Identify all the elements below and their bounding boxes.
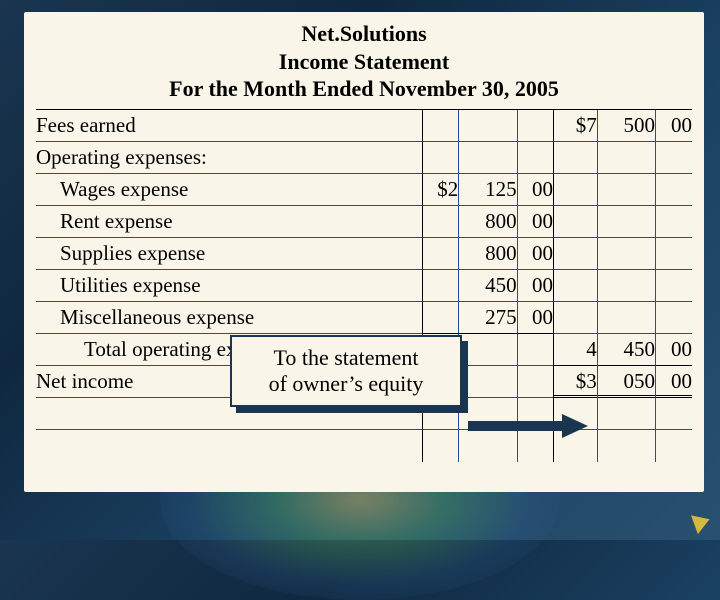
amount-cell [554, 302, 598, 334]
statement-period: For the Month Ended November 30, 2005 [36, 75, 692, 103]
table-row: Fees earned $750000 [36, 110, 692, 142]
amount-cell: 450 [459, 270, 517, 302]
amount-cell [656, 206, 692, 238]
amount-cell [554, 398, 598, 430]
amount-cell: 00 [517, 238, 553, 270]
amount-cell: 500 [597, 110, 655, 142]
table-row: Net income $305000 [36, 366, 692, 398]
table-row: Utilities expense 45000 [36, 270, 692, 302]
row-label: Utilities expense [36, 270, 422, 302]
amount-cell [597, 398, 655, 430]
table-row: Rent expense 80000 [36, 206, 692, 238]
amount-cell [517, 430, 553, 462]
amount-cell [422, 206, 458, 238]
amount-cell [459, 430, 517, 462]
amount-cell [597, 302, 655, 334]
amount-cell: 275 [459, 302, 517, 334]
amount-cell [597, 174, 655, 206]
amount-cell [517, 142, 553, 174]
amount-cell: $7 [554, 110, 598, 142]
row-label: Miscellaneous expense [36, 302, 422, 334]
amount-cell [422, 302, 458, 334]
amount-cell [656, 238, 692, 270]
row-label: Operating expenses: [36, 142, 422, 174]
amount-cell [656, 174, 692, 206]
table-row [36, 398, 692, 430]
amount-cell [517, 398, 553, 430]
amount-cell [554, 430, 598, 462]
amount-cell [554, 270, 598, 302]
row-label: Rent expense [36, 206, 422, 238]
table-row: Supplies expense 80000 [36, 238, 692, 270]
company-name: Net.Solutions [36, 20, 692, 48]
amount-cell [656, 142, 692, 174]
amount-cell [459, 142, 517, 174]
amount-cell [656, 302, 692, 334]
amount-cell: 800 [459, 238, 517, 270]
amount-cell [517, 110, 553, 142]
table-row: Total operating exp 445000 [36, 334, 692, 366]
amount-cell [422, 398, 458, 430]
table-row: Miscellaneous expense 27500 [36, 302, 692, 334]
statement-title: Income Statement [36, 48, 692, 76]
amount-cell [422, 142, 458, 174]
row-label [36, 430, 422, 462]
amount-cell [554, 174, 598, 206]
statement-header: Net.Solutions Income Statement For the M… [36, 12, 692, 110]
row-label: Fees earned [36, 110, 422, 142]
amount-cell [597, 430, 655, 462]
amount-cell: $3 [554, 366, 598, 398]
amount-cell: 00 [517, 270, 553, 302]
amount-cell [597, 142, 655, 174]
amount-cell [656, 398, 692, 430]
amount-cell: 00 [656, 334, 692, 366]
amount-cell: 00 [656, 366, 692, 398]
row-label: Total operating exp [36, 334, 422, 366]
amount-cell: 800 [459, 206, 517, 238]
amount-cell: $2 [422, 174, 458, 206]
amount-cell [554, 238, 598, 270]
row-label: Wages expense [36, 174, 422, 206]
amount-cell [459, 366, 517, 398]
row-label: Supplies expense [36, 238, 422, 270]
table-row: Operating expenses: [36, 142, 692, 174]
amount-cell [554, 142, 598, 174]
amount-cell [422, 430, 458, 462]
row-label [36, 398, 422, 430]
amount-cell: 00 [517, 302, 553, 334]
amount-cell: 00 [517, 206, 553, 238]
amount-cell [656, 270, 692, 302]
amount-cell [422, 366, 458, 398]
amount-cell [422, 110, 458, 142]
table-row: Wages expense$212500 [36, 174, 692, 206]
amount-cell: 00 [517, 174, 553, 206]
amount-cell [459, 398, 517, 430]
amount-cell [517, 334, 553, 366]
amount-cell [597, 270, 655, 302]
amount-cell [459, 110, 517, 142]
income-statement-slide: Net.Solutions Income Statement For the M… [24, 12, 704, 492]
amount-cell [422, 238, 458, 270]
amount-cell [459, 334, 517, 366]
amount-cell [422, 334, 458, 366]
amount-cell: 00 [656, 110, 692, 142]
amount-cell [597, 238, 655, 270]
amount-cell [554, 206, 598, 238]
amount-cell [656, 430, 692, 462]
amount-cell [422, 270, 458, 302]
amount-cell: 050 [597, 366, 655, 398]
ledger-table: Fees earned$750000Operating expenses:Wag… [36, 110, 692, 462]
amount-cell: 125 [459, 174, 517, 206]
row-label: Net income [36, 366, 422, 398]
amount-cell [597, 206, 655, 238]
amount-cell: 450 [597, 334, 655, 366]
corner-next-icon [691, 510, 713, 534]
amount-cell [517, 366, 553, 398]
ledger-table-wrap: Fees earned$750000Operating expenses:Wag… [36, 110, 692, 462]
table-row [36, 430, 692, 462]
amount-cell: 4 [554, 334, 598, 366]
